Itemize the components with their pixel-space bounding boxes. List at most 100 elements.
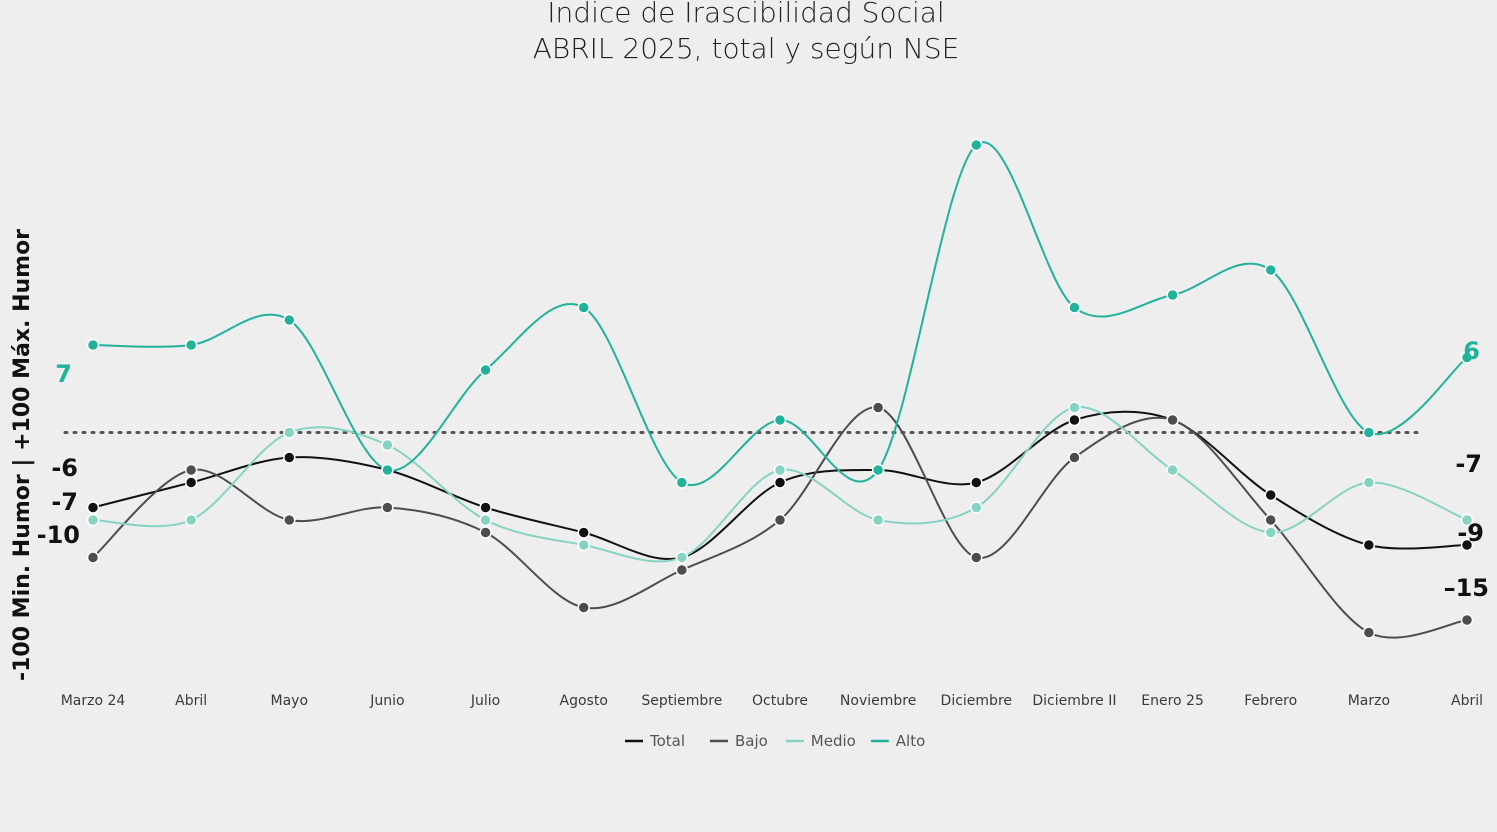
data-point-medio[interactable]: [283, 426, 296, 439]
data-point-alto[interactable]: [871, 463, 885, 477]
data-point-total[interactable]: [773, 476, 787, 489]
data-point-bajo[interactable]: [577, 601, 590, 614]
series-bajo: [86, 401, 1474, 639]
legend-item-total[interactable]: Total: [625, 732, 685, 750]
data-point-bajo[interactable]: [1264, 513, 1277, 527]
data-point-medio[interactable]: [970, 501, 983, 514]
data-point-medio[interactable]: [871, 513, 885, 527]
data-point-alto[interactable]: [184, 338, 198, 352]
data-point-bajo[interactable]: [479, 526, 492, 539]
x-tick-label: Marzo: [1348, 693, 1390, 709]
series-line-bajo: [92, 406, 1468, 639]
data-point-alto[interactable]: [675, 476, 689, 489]
data-point-alto[interactable]: [1362, 426, 1376, 439]
legend-label-medio: Medio: [811, 732, 856, 750]
x-tick-label: Abril: [1451, 693, 1483, 709]
x-tick-label: Septiembre: [641, 693, 722, 709]
data-point-bajo[interactable]: [1362, 626, 1376, 639]
data-point-medio[interactable]: [479, 513, 492, 527]
data-point-alto[interactable]: [773, 413, 787, 427]
data-point-total[interactable]: [86, 501, 100, 514]
data-point-total[interactable]: [970, 476, 983, 489]
data-point-bajo[interactable]: [1166, 413, 1179, 427]
data-point-medio[interactable]: [773, 463, 787, 477]
x-tick-label: Mayo: [271, 693, 309, 709]
data-point-medio[interactable]: [577, 538, 590, 552]
legend-item-alto[interactable]: Alto: [870, 732, 926, 750]
data-point-alto[interactable]: [86, 338, 100, 352]
data-point-total[interactable]: [1362, 538, 1376, 552]
legend-item-medio[interactable]: Medio: [785, 732, 856, 750]
data-point-medio[interactable]: [1166, 463, 1179, 477]
data-point-alto[interactable]: [577, 301, 590, 314]
data-point-total[interactable]: [577, 526, 590, 539]
data-point-bajo[interactable]: [86, 551, 100, 564]
x-tick-label: Enero 25: [1141, 693, 1204, 709]
data-point-bajo[interactable]: [1460, 613, 1474, 627]
series-layer: [86, 138, 1474, 639]
data-point-alto[interactable]: [479, 363, 492, 377]
data-point-medio[interactable]: [1068, 401, 1081, 414]
data-point-bajo[interactable]: [184, 463, 198, 477]
x-tick-label: Diciembre II: [1032, 693, 1116, 709]
data-point-medio[interactable]: [1362, 476, 1376, 489]
data-point-total[interactable]: [184, 476, 198, 489]
end-label-medio: -7: [1455, 450, 1482, 478]
x-tick-label: Octubre: [752, 693, 808, 709]
legend-label-total: Total: [649, 732, 685, 750]
start-label-bajo: -10: [37, 521, 80, 549]
data-point-bajo[interactable]: [1068, 451, 1081, 464]
data-point-bajo[interactable]: [675, 563, 689, 577]
data-point-bajo[interactable]: [970, 551, 983, 564]
data-point-alto[interactable]: [970, 138, 983, 152]
data-point-alto[interactable]: [1264, 263, 1277, 277]
x-tick-label: Julio: [470, 693, 500, 709]
x-tick-label: Abril: [175, 693, 207, 709]
series-line-alto: [92, 141, 1468, 487]
end-labels: 7 -6 -7 -10 6 -7 -9 –15: [37, 337, 1489, 602]
data-point-medio[interactable]: [1264, 526, 1277, 539]
data-point-bajo[interactable]: [381, 501, 394, 514]
data-point-medio[interactable]: [1460, 513, 1474, 527]
legend-item-bajo[interactable]: Bajo: [710, 732, 768, 750]
data-point-medio[interactable]: [86, 513, 100, 527]
data-point-medio[interactable]: [184, 513, 198, 527]
end-label-total: -9: [1457, 519, 1484, 547]
data-point-medio[interactable]: [381, 438, 394, 452]
legend-label-bajo: Bajo: [735, 732, 768, 750]
x-tick-label: Junio: [369, 693, 404, 709]
data-point-alto[interactable]: [1460, 351, 1474, 364]
data-point-total[interactable]: [1460, 538, 1474, 552]
data-point-bajo[interactable]: [283, 513, 296, 527]
x-tick-label: Marzo 24: [61, 693, 126, 709]
data-point-total[interactable]: [1264, 488, 1277, 502]
end-label-bajo: –15: [1444, 574, 1489, 602]
x-axis: Marzo 24 Abril Mayo Junio Julio Agosto Septiem…: [61, 693, 1483, 709]
series-alto: [86, 138, 1474, 489]
y-axis-label: -100 Min. Humor | +100 Máx. Humor: [10, 229, 35, 681]
data-point-total[interactable]: [283, 451, 296, 464]
data-point-medio[interactable]: [675, 551, 689, 564]
x-tick-label: Diciembre: [941, 693, 1012, 709]
chart-subtitle: ABRIL 2025, total y según NSE: [533, 32, 960, 65]
data-point-alto[interactable]: [1068, 301, 1081, 314]
x-tick-label: Febrero: [1244, 693, 1297, 709]
start-label-alto: 7: [55, 360, 72, 388]
chart-title: Indice de Irascibilidad Social: [547, 0, 944, 29]
data-point-alto[interactable]: [381, 463, 394, 477]
data-point-alto[interactable]: [283, 313, 296, 327]
data-point-alto[interactable]: [1166, 288, 1179, 302]
data-point-total[interactable]: [1068, 413, 1081, 427]
start-label-medio: -7: [51, 488, 78, 516]
data-point-bajo[interactable]: [773, 513, 787, 527]
data-point-total[interactable]: [479, 501, 492, 514]
start-label-total: -6: [51, 454, 78, 482]
end-label-alto: 6: [1463, 337, 1480, 365]
x-tick-label: Noviembre: [840, 693, 916, 709]
legend-label-alto: Alto: [896, 732, 926, 750]
x-tick-label: Agosto: [560, 693, 608, 709]
data-point-bajo[interactable]: [871, 401, 885, 414]
series-total: [86, 410, 1474, 564]
